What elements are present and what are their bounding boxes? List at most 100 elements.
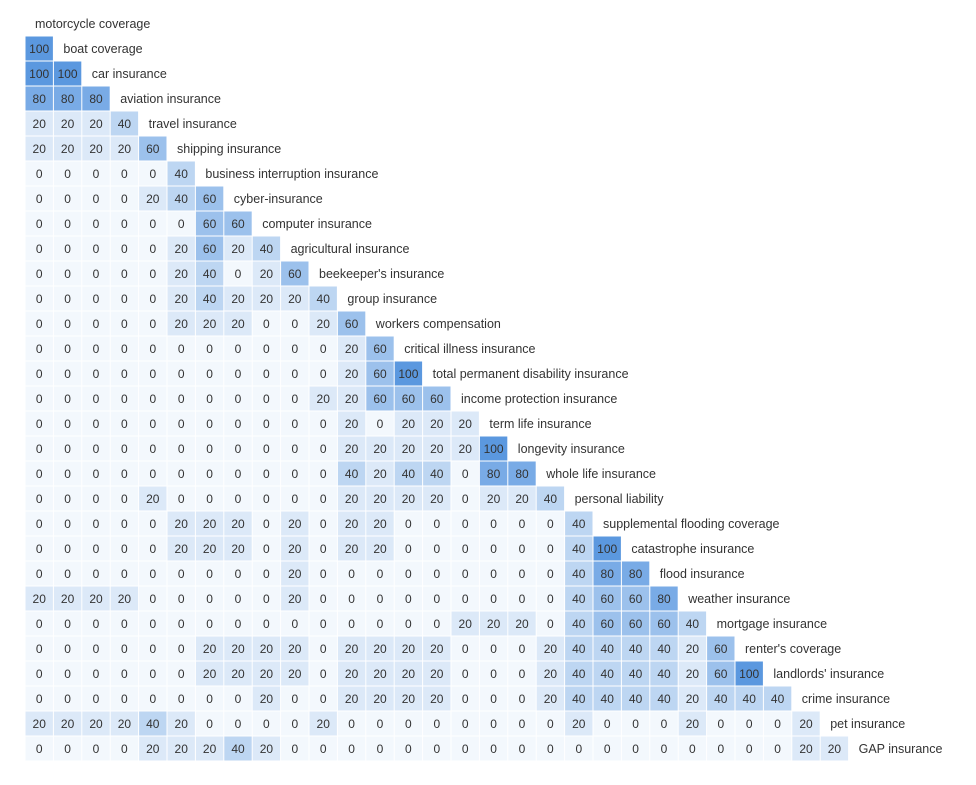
cell-value: 20 [345,692,359,706]
heatmap-cell [25,661,53,686]
cell-value: 20 [799,717,813,731]
heatmap-cell [139,136,167,161]
heatmap-cell [252,686,281,711]
cell-value: 20 [146,192,160,206]
cell-value: 0 [377,617,384,631]
row-label: flood insurance [660,567,745,581]
heatmap-cell [621,586,650,611]
heatmap-cell [53,411,82,436]
cell-value: 0 [235,467,242,481]
cell-value: 20 [203,667,217,681]
cell-value: 0 [149,467,156,481]
heatmap-cell [82,436,110,461]
cell-value: 20 [146,742,160,756]
cell-value: 0 [320,667,327,681]
cell-value: 40 [260,242,274,256]
cell-value: 80 [33,92,47,106]
cell-value: 0 [64,542,71,556]
heatmap-cell [337,386,366,411]
cell-value: 0 [604,742,611,756]
heatmap-cell [53,461,82,486]
row-label: shipping insurance [177,142,281,156]
heatmap-cell [309,336,337,361]
cell-value: 0 [291,717,298,731]
heatmap-cell [252,486,281,511]
heatmap-cell [25,336,53,361]
cell-value: 0 [462,542,469,556]
heatmap-cell [479,711,508,736]
cell-value: 0 [462,692,469,706]
heatmap-cell [337,311,366,336]
heatmap-cell [167,711,195,736]
heatmap-cell [139,261,167,286]
heatmap-cell [167,636,195,661]
cell-value: 0 [519,692,526,706]
heatmap-cell [423,511,451,536]
heatmap-cell [394,361,423,386]
cell-value: 0 [178,367,185,381]
cell-value: 0 [604,717,611,731]
heatmap-cell [423,686,451,711]
cell-value: 20 [231,317,245,331]
cell-value: 40 [402,467,416,481]
cell-value: 0 [632,717,639,731]
cell-value: 20 [260,742,274,756]
cell-value: 0 [774,717,781,731]
cell-value: 60 [714,642,728,656]
cell-value: 60 [203,192,217,206]
cell-value: 0 [64,617,71,631]
heatmap-cell [25,561,53,586]
heatmap-cell [25,461,53,486]
heatmap-cell [309,486,337,511]
cell-value: 0 [490,542,497,556]
heatmap-cell [707,736,735,761]
cell-value: 0 [291,492,298,506]
heatmap-cell [82,736,110,761]
heatmap-cell [451,586,479,611]
heatmap-cell [337,486,366,511]
cell-value: 20 [487,617,501,631]
cell-value: 20 [288,292,302,306]
heatmap-cell [565,586,593,611]
cell-value: 0 [149,617,156,631]
cell-value: 0 [575,742,582,756]
cell-value: 0 [519,517,526,531]
heatmap-cell [195,486,224,511]
cell-value: 0 [206,567,213,581]
cell-value: 0 [206,417,213,431]
cell-value: 20 [373,492,387,506]
cell-value: 0 [64,342,71,356]
heatmap-cell [224,286,252,311]
cell-value: 0 [490,742,497,756]
heatmap-cell [53,361,82,386]
cell-value: 0 [206,442,213,456]
heatmap-cell [309,536,337,561]
cell-value: 0 [121,642,128,656]
cell-value: 0 [519,567,526,581]
cell-value: 0 [64,292,71,306]
cell-value: 0 [462,592,469,606]
heatmap-cell [110,461,139,486]
cell-value: 20 [345,517,359,531]
heatmap-cell [252,386,281,411]
cell-value: 0 [36,542,43,556]
row-label: cyber-insurance [234,192,323,206]
cell-value: 0 [490,667,497,681]
heatmap-cell [394,411,423,436]
cell-value: 0 [235,567,242,581]
cell-value: 0 [320,417,327,431]
heatmap-cell [82,561,110,586]
cell-value: 20 [231,292,245,306]
heatmap-cell [735,686,763,711]
cell-value: 20 [317,392,331,406]
cell-value: 0 [235,592,242,606]
heatmap-cell [195,461,224,486]
heatmap-cell [423,586,451,611]
heatmap-cell [536,586,565,611]
heatmap-cell [650,736,678,761]
cell-value: 60 [629,617,643,631]
heatmap-cell [82,311,110,336]
cell-value: 0 [121,517,128,531]
cell-value: 0 [121,267,128,281]
